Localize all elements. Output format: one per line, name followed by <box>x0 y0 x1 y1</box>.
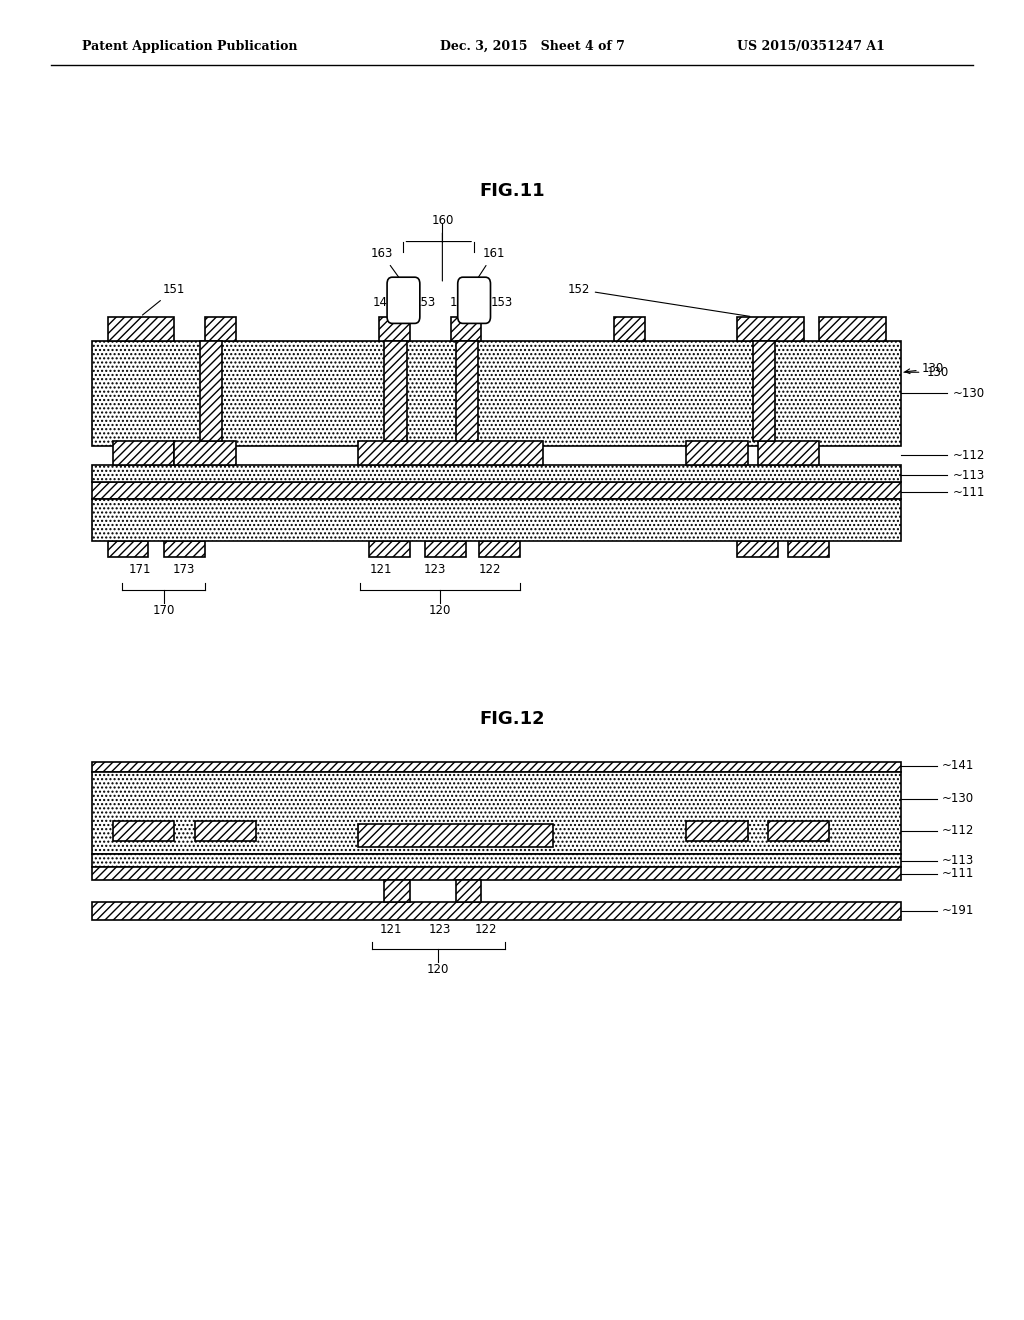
Text: ~141: ~141 <box>942 759 975 772</box>
Text: ~111: ~111 <box>952 486 985 499</box>
Text: ~113: ~113 <box>952 469 984 482</box>
Text: 173: 173 <box>173 562 196 576</box>
Text: 141: 141 <box>373 296 395 309</box>
Text: 120: 120 <box>427 962 450 975</box>
Bar <box>369 541 410 557</box>
Text: 171: 171 <box>129 562 152 576</box>
Text: ~130: ~130 <box>942 792 974 805</box>
Text: 121: 121 <box>380 923 402 936</box>
Text: 163: 163 <box>371 247 401 281</box>
Bar <box>92 854 901 867</box>
Text: ~112: ~112 <box>952 449 985 462</box>
Text: FIG.11: FIG.11 <box>479 182 545 201</box>
Bar <box>92 762 901 772</box>
Bar <box>686 441 748 465</box>
Bar <box>384 341 407 441</box>
Bar <box>92 902 901 920</box>
Bar <box>92 482 901 499</box>
Text: 160: 160 <box>431 214 454 281</box>
Text: 122: 122 <box>475 923 498 936</box>
Text: 121: 121 <box>370 562 392 576</box>
Bar <box>108 317 174 341</box>
Text: Dec. 3, 2015   Sheet 4 of 7: Dec. 3, 2015 Sheet 4 of 7 <box>440 40 626 53</box>
Text: ~113: ~113 <box>942 854 974 867</box>
Bar <box>92 499 901 541</box>
Text: 122: 122 <box>478 562 501 576</box>
Bar <box>113 441 174 465</box>
Bar <box>200 341 222 441</box>
Bar <box>758 441 819 465</box>
Bar <box>753 341 775 441</box>
Bar <box>451 317 481 341</box>
Text: ~111: ~111 <box>942 867 975 880</box>
Text: 130: 130 <box>927 366 949 379</box>
Bar <box>686 821 748 841</box>
Text: 170: 170 <box>153 603 175 616</box>
Bar <box>92 341 901 446</box>
Bar <box>479 541 520 557</box>
Text: ~130: ~130 <box>952 387 984 400</box>
Text: 152: 152 <box>567 282 750 317</box>
Bar <box>195 821 256 841</box>
Bar <box>819 317 886 341</box>
Text: FIG.12: FIG.12 <box>479 710 545 729</box>
Bar <box>788 541 829 557</box>
Bar <box>614 317 645 341</box>
Bar <box>456 341 478 441</box>
Text: ~191: ~191 <box>942 904 975 917</box>
Text: ~112: ~112 <box>942 825 975 837</box>
Text: Patent Application Publication: Patent Application Publication <box>82 40 297 53</box>
Bar <box>164 541 205 557</box>
Bar <box>92 772 901 854</box>
Bar <box>174 441 236 465</box>
Text: US 2015/0351247 A1: US 2015/0351247 A1 <box>737 40 885 53</box>
Text: 141: 141 <box>450 296 472 309</box>
Text: 120: 120 <box>429 603 452 616</box>
Bar <box>113 821 174 841</box>
Text: 153: 153 <box>490 296 513 309</box>
Bar <box>384 880 410 902</box>
Bar <box>108 541 148 557</box>
Text: 151: 151 <box>142 282 185 315</box>
Bar <box>92 867 901 880</box>
Text: 153: 153 <box>414 296 436 309</box>
Bar <box>768 821 829 841</box>
Text: 123: 123 <box>429 923 452 936</box>
Bar <box>358 824 553 847</box>
Bar <box>358 441 543 465</box>
Bar <box>92 465 901 482</box>
Bar <box>737 541 778 557</box>
FancyBboxPatch shape <box>458 277 490 323</box>
Bar <box>737 317 804 341</box>
Text: 130: 130 <box>905 362 944 375</box>
Text: 123: 123 <box>424 562 446 576</box>
Bar <box>456 880 481 902</box>
Bar <box>379 317 410 341</box>
Bar <box>205 317 236 341</box>
FancyBboxPatch shape <box>387 277 420 323</box>
Text: 161: 161 <box>475 247 505 281</box>
Bar <box>425 541 466 557</box>
